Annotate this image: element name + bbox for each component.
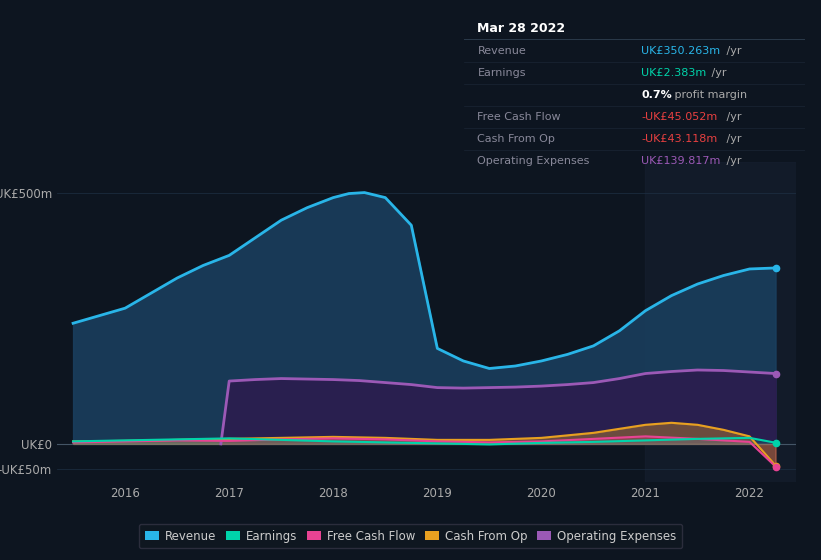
Text: /yr: /yr	[723, 46, 742, 56]
Text: /yr: /yr	[709, 68, 727, 78]
Text: UK£139.817m: UK£139.817m	[641, 156, 720, 166]
Text: Mar 28 2022: Mar 28 2022	[478, 22, 566, 35]
Text: Revenue: Revenue	[478, 46, 526, 56]
Text: Free Cash Flow: Free Cash Flow	[478, 112, 561, 122]
Text: Cash From Op: Cash From Op	[478, 134, 555, 144]
Text: UK£350.263m: UK£350.263m	[641, 46, 720, 56]
Legend: Revenue, Earnings, Free Cash Flow, Cash From Op, Operating Expenses: Revenue, Earnings, Free Cash Flow, Cash …	[139, 524, 682, 548]
Bar	[645, 162, 796, 482]
Text: UK£2.383m: UK£2.383m	[641, 68, 706, 78]
Text: /yr: /yr	[723, 134, 742, 144]
Text: -UK£45.052m: -UK£45.052m	[641, 112, 718, 122]
Text: -UK£43.118m: -UK£43.118m	[641, 134, 718, 144]
Text: 0.7%: 0.7%	[641, 90, 672, 100]
Text: Operating Expenses: Operating Expenses	[478, 156, 589, 166]
Text: Earnings: Earnings	[478, 68, 526, 78]
Text: /yr: /yr	[723, 112, 742, 122]
Text: profit margin: profit margin	[671, 90, 747, 100]
Text: /yr: /yr	[723, 156, 742, 166]
